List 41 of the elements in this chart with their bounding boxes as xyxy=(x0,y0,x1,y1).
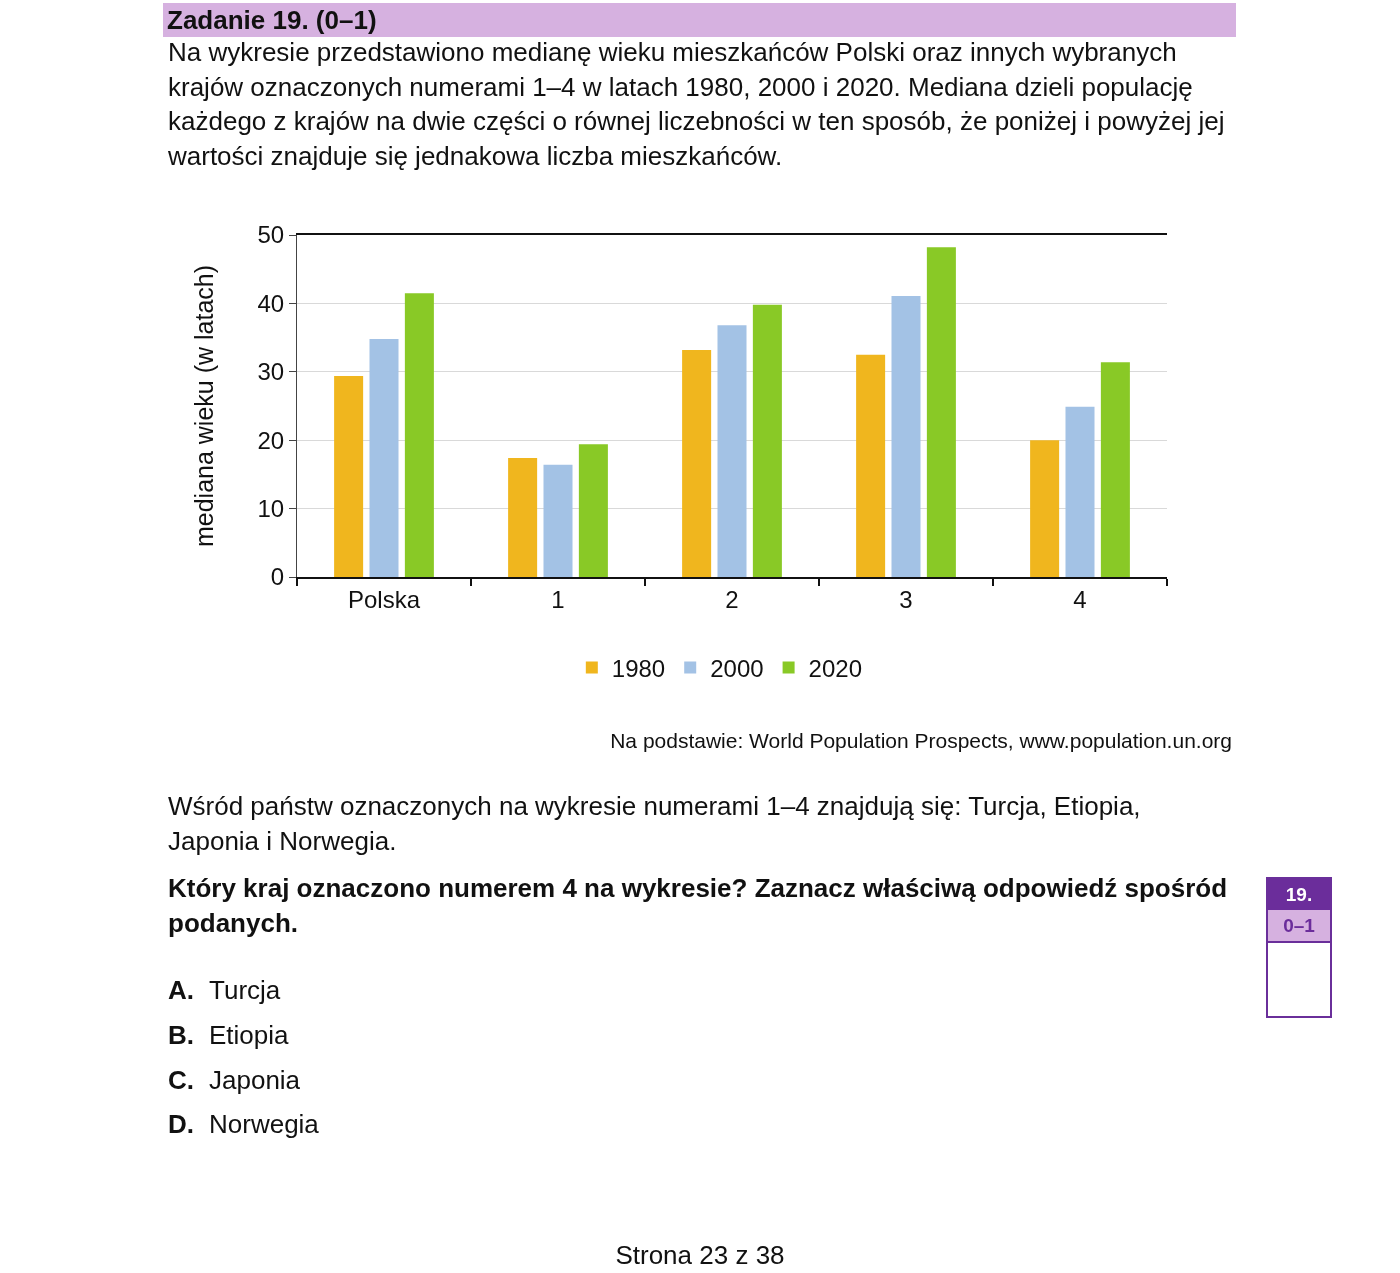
y-tick-label: 40 xyxy=(257,289,285,317)
score-box: 19. 0–1 xyxy=(1266,877,1332,1018)
bar xyxy=(543,464,573,577)
text: Który kraj oznaczono numerem 4 na wykresie? Zaznacz właściwą odpowiedź spośród podanych. xyxy=(168,872,1229,940)
bar xyxy=(1030,440,1060,577)
bar xyxy=(717,325,747,577)
y-tick-label: 50 xyxy=(257,221,285,249)
bar xyxy=(682,349,712,577)
bar xyxy=(891,295,921,577)
text: Strona 23 z 38 xyxy=(614,1239,786,1272)
x-tick-label: Polska xyxy=(347,585,421,613)
bar xyxy=(926,247,956,577)
y-tick-label: 20 xyxy=(257,426,285,454)
y-tick-label: 0 xyxy=(270,563,285,591)
x-tick-label: 4 xyxy=(1073,585,1087,613)
text: D. Norwegia xyxy=(168,1108,319,1141)
bar xyxy=(508,457,538,577)
x-tick-label: 1 xyxy=(551,585,565,613)
y-tick-label: 10 xyxy=(257,495,285,522)
y-tick-label: 30 xyxy=(257,358,285,386)
text: A. Turcja xyxy=(168,974,281,1007)
legend-label: 1980 xyxy=(611,654,666,682)
y-axis-title: mediana wieku (w latach) xyxy=(190,264,219,548)
legend-label: 2020 xyxy=(808,654,862,682)
bar xyxy=(369,338,399,577)
x-tick-label: 3 xyxy=(899,585,913,613)
bar xyxy=(404,293,434,577)
bar xyxy=(334,375,364,577)
chart-subtitle: Na wykresie przedstawiono medianę wieku mieszkańców Polski oraz innych wybranych krajów oznaczonych numerami 1–4 w latach 1980, 2000 i 2020. Mediana dzieli populację każdego z krajów na dwie części o równej liczebności w ten sposób, że poniżej i powyżej jej wartości znajduje się jednakowa liczba mieszkańców. xyxy=(168,36,1226,173)
text: C. Japonia xyxy=(168,1064,301,1097)
bar xyxy=(752,304,782,577)
chart-title: Zadanie 19. (0–1) xyxy=(163,3,1236,37)
legend-label: 2000 xyxy=(710,654,764,682)
text: Wśród państw oznaczonych na wykresie numerami 1–4 znajdują się: Turcja, Etiopia, Japonia i Norwegia. xyxy=(168,790,1142,858)
text: B. Etiopia xyxy=(168,1019,289,1052)
x-tick-label: 2 xyxy=(725,585,739,613)
bar xyxy=(856,354,886,577)
bar xyxy=(1100,362,1130,577)
bar xyxy=(578,444,608,577)
text: Na podstawie: World Population Prospects, www.population.un.org xyxy=(609,729,1232,753)
bar xyxy=(1065,406,1095,577)
